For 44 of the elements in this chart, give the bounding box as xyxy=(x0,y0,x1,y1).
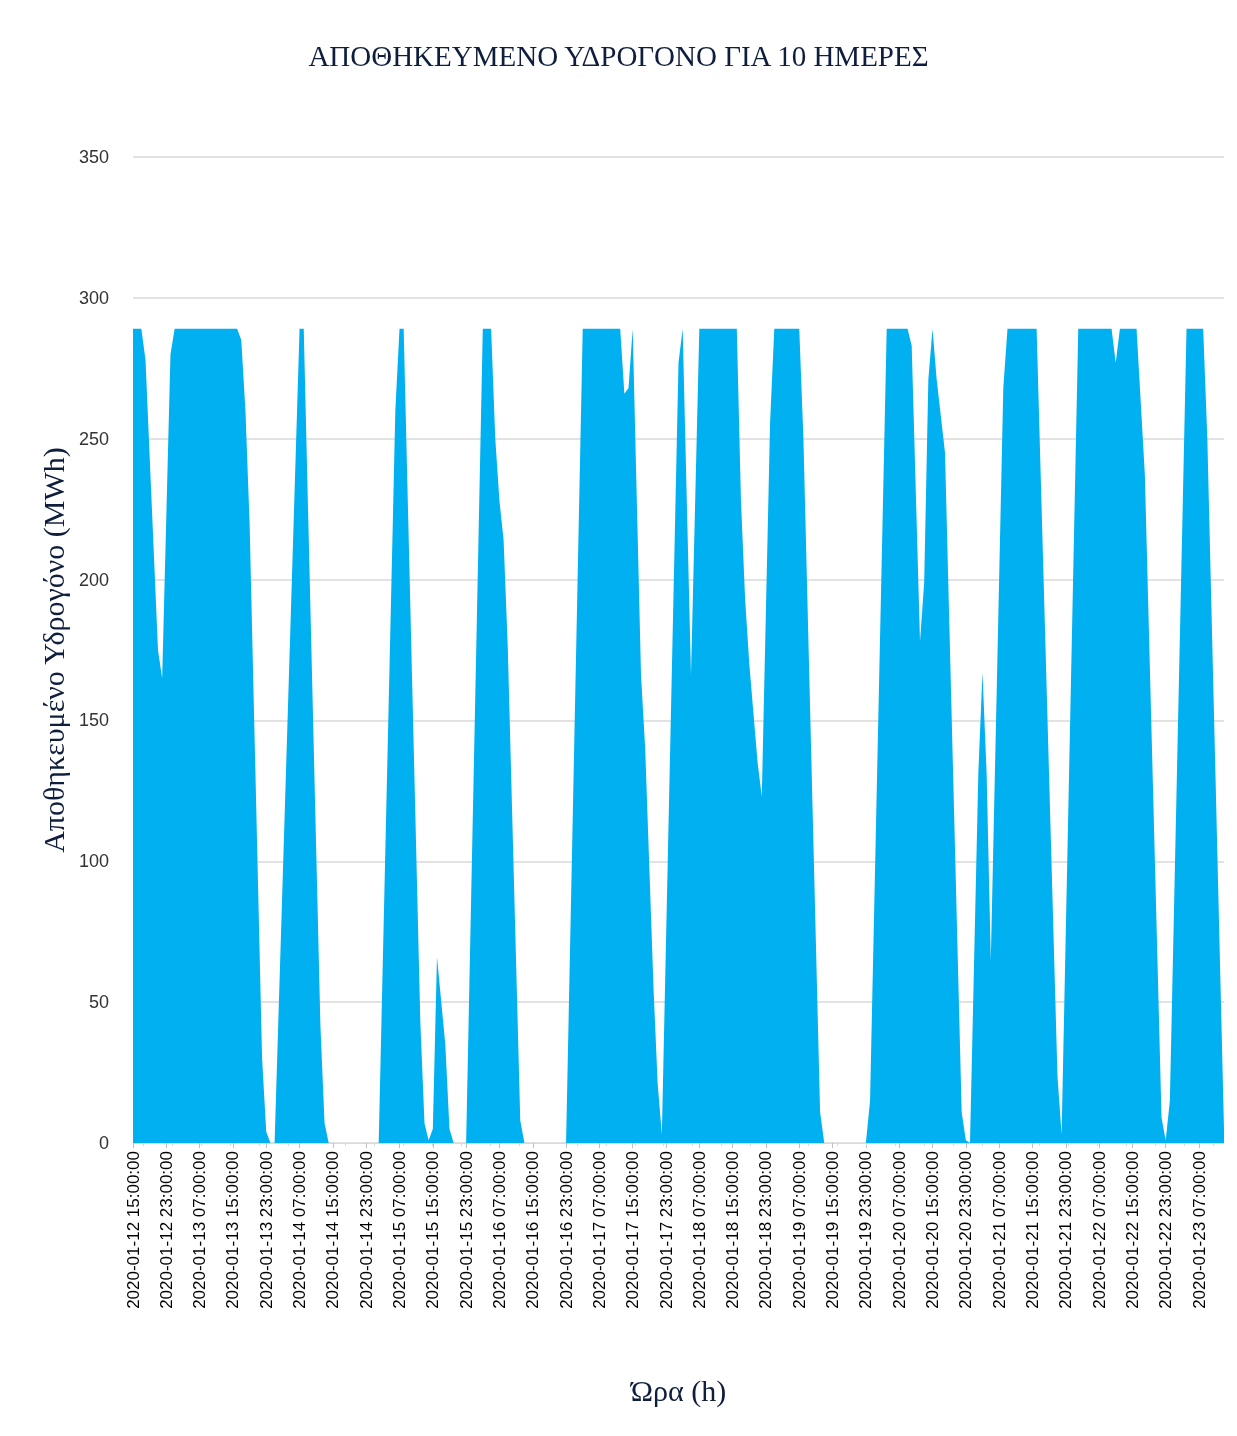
x-tick-label: 2020-01-17 15:00:00 xyxy=(623,1151,643,1309)
x-tick-label: 2020-01-20 07:00:00 xyxy=(889,1151,909,1309)
y-tick-label: 250 xyxy=(78,428,109,449)
x-tick-label: 2020-01-21 07:00:00 xyxy=(989,1151,1009,1309)
x-tick-label: 2020-01-13 07:00:00 xyxy=(190,1151,210,1309)
x-tick-label: 2020-01-14 15:00:00 xyxy=(323,1151,343,1309)
x-tick-label: 2020-01-17 23:00:00 xyxy=(656,1151,676,1309)
x-tick-label: 2020-01-19 15:00:00 xyxy=(823,1151,843,1309)
x-tick-label: 2020-01-15 23:00:00 xyxy=(456,1151,476,1309)
x-tick-label: 2020-01-13 23:00:00 xyxy=(256,1151,276,1309)
x-tick-label: 2020-01-18 15:00:00 xyxy=(723,1151,743,1309)
chart-title: ΑΠΟΘΗΚΕΥΜΕΝΟ ΥΔΡΟΓΟΝΟ ΓΙΑ 10 ΗΜΕΡΕΣ xyxy=(308,39,929,72)
x-tick-label: 2020-01-22 07:00:00 xyxy=(1089,1151,1109,1309)
x-tick-label: 2020-01-18 07:00:00 xyxy=(689,1151,709,1309)
x-tick-label: 2020-01-12 23:00:00 xyxy=(156,1151,176,1309)
x-tick-label: 2020-01-23 07:00:00 xyxy=(1189,1151,1209,1309)
x-tick-label: 2020-01-20 15:00:00 xyxy=(923,1151,943,1309)
x-tick-label: 2020-01-21 15:00:00 xyxy=(1022,1151,1042,1309)
x-tick-label: 2020-01-15 15:00:00 xyxy=(423,1151,443,1309)
x-tick-label: 2020-01-22 15:00:00 xyxy=(1122,1151,1142,1309)
x-tick-label: 2020-01-16 23:00:00 xyxy=(556,1151,576,1309)
x-tick-label: 2020-01-21 23:00:00 xyxy=(1056,1151,1076,1309)
x-axis-title: Ώρα (h) xyxy=(629,1373,727,1408)
y-tick-label: 150 xyxy=(78,710,109,731)
x-tick-label: 2020-01-16 15:00:00 xyxy=(523,1151,543,1309)
y-tick-label: 200 xyxy=(78,569,109,590)
y-axis-title: Αποθηκευμένο Υδρογόνο (MWh) xyxy=(36,447,71,853)
y-tick-label: 0 xyxy=(98,1133,109,1153)
y-tick-label: 100 xyxy=(78,851,109,872)
y-tick-label: 300 xyxy=(78,287,109,308)
x-tick-label: 2020-01-16 07:00:00 xyxy=(489,1151,509,1309)
y-tick-label: 350 xyxy=(78,147,109,167)
x-tick-label: 2020-01-19 23:00:00 xyxy=(856,1151,876,1309)
y-tick-label: 50 xyxy=(88,992,109,1013)
x-tick-label: 2020-01-17 07:00:00 xyxy=(589,1151,609,1309)
x-tick-label: 2020-01-20 23:00:00 xyxy=(956,1151,976,1309)
x-tick-label: 2020-01-14 23:00:00 xyxy=(356,1151,376,1309)
x-tick-label: 2020-01-12 15:00:00 xyxy=(123,1151,143,1309)
x-tick-label: 2020-01-15 07:00:00 xyxy=(390,1151,409,1309)
x-tick-label: 2020-01-13 15:00:00 xyxy=(223,1151,243,1309)
x-tick-label: 2020-01-22 23:00:00 xyxy=(1156,1151,1176,1309)
x-tick-label: 2020-01-14 07:00:00 xyxy=(290,1151,310,1309)
x-tick-label: 2020-01-19 07:00:00 xyxy=(789,1151,809,1309)
x-tick-label: 2020-01-18 23:00:00 xyxy=(756,1151,776,1309)
